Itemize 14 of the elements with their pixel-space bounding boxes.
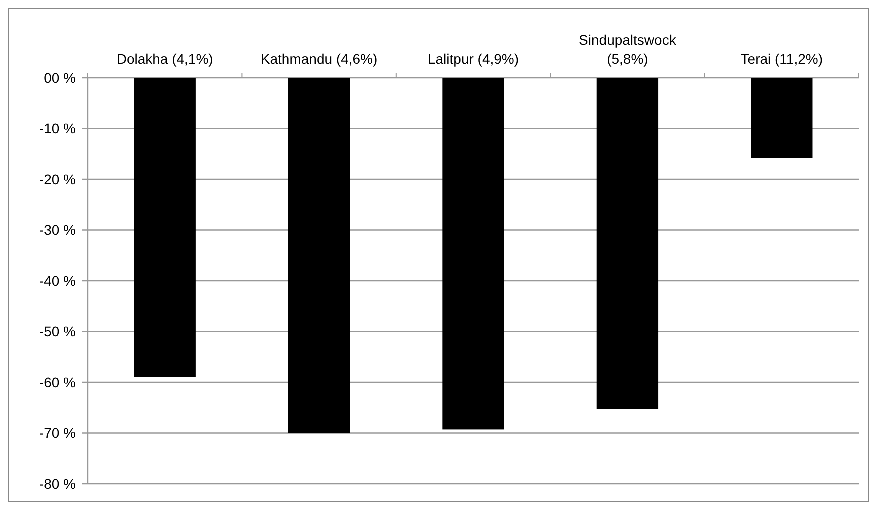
x-tick-label: Sindupaltswock (5,8%): [579, 32, 678, 67]
y-tick-label: 00 %: [44, 70, 76, 86]
y-tick-label: -30 %: [39, 222, 76, 238]
y-tick-label: -50 %: [39, 324, 76, 340]
x-tick-label: Kathmandu (4,6%): [260, 51, 378, 67]
y-tick-label: -80 %: [39, 476, 76, 492]
y-tick-label: -20 %: [39, 171, 76, 188]
y-tick-label: -10 %: [39, 120, 76, 137]
x-tick-label: Dolakha (4,1%): [116, 51, 214, 67]
y-tick-label: -40 %: [39, 272, 76, 289]
y-tick-label: -60 %: [39, 374, 76, 390]
x-tick-label: Terai (11,2%): [740, 51, 824, 67]
y-tick-label: -70 %: [39, 425, 76, 442]
x-tick-label: Lalitpur (4,9%): [428, 51, 520, 67]
